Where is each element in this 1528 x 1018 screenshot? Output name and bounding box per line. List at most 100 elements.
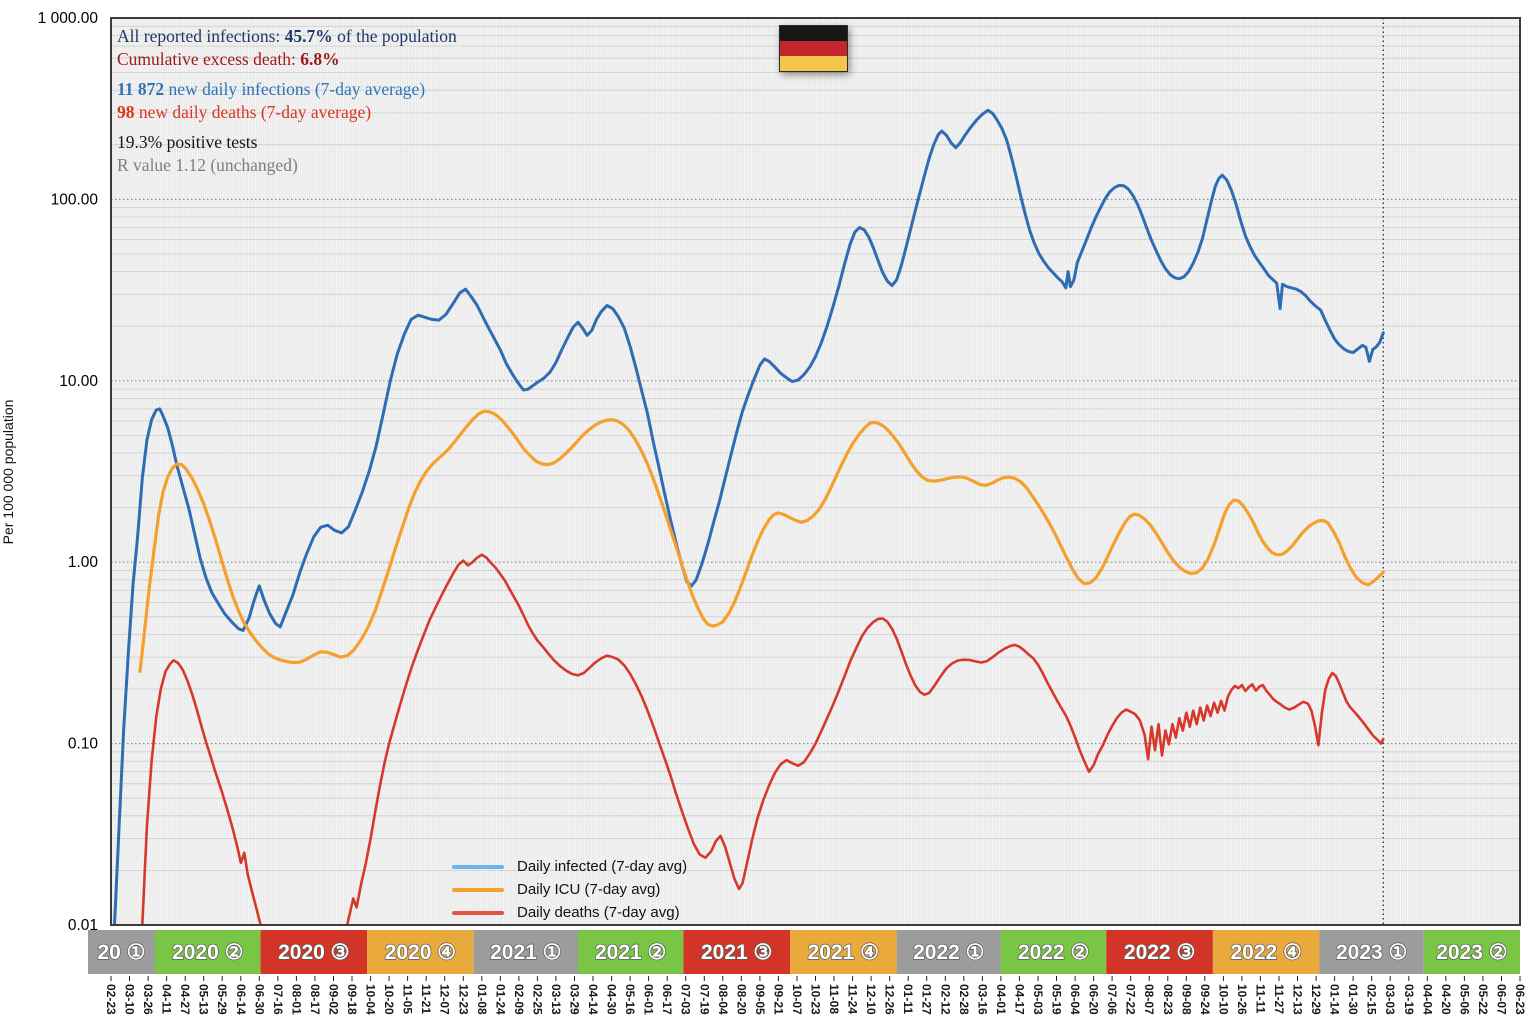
x-tick-label: 05-16 xyxy=(623,984,637,1015)
quarter-band-label: 20 ① xyxy=(97,941,145,964)
quarter-band-label: 2020 ③ xyxy=(278,941,349,964)
x-tick-label: 12-26 xyxy=(883,984,897,1015)
x-tick-label: 12-10 xyxy=(864,984,878,1015)
x-tick-label: 02-15 xyxy=(1365,984,1379,1015)
quarter-band xyxy=(1106,930,1213,974)
x-tick-label: 02-09 xyxy=(512,984,526,1015)
x-tick-label: 08-23 xyxy=(1161,984,1175,1015)
quarter-band xyxy=(1423,930,1520,974)
series-daily-deaths xyxy=(141,553,1385,925)
x-tick-label: 12-23 xyxy=(456,984,470,1015)
legend-item-infected: Daily infected (7-day avg) xyxy=(452,855,687,878)
x-tick-label: 09-18 xyxy=(345,984,359,1015)
quarter-band xyxy=(260,930,368,974)
quarter-band-label: 2023 ② xyxy=(1436,941,1507,964)
x-tick-label: 02-28 xyxy=(957,984,971,1015)
x-tick-label: 03-13 xyxy=(549,984,563,1015)
quarter-band xyxy=(367,930,474,974)
legend-swatch-deaths xyxy=(452,910,504,915)
x-tick-label: 04-17 xyxy=(1012,984,1026,1015)
x-tick-label: 06-20 xyxy=(1087,984,1101,1015)
x-tick-label: 10-20 xyxy=(382,984,396,1015)
legend-swatch-infected xyxy=(452,864,504,869)
stat-daily-deaths-suffix: new daily deaths (7-day average) xyxy=(134,102,372,122)
stat-total-infections-prefix: All reported infections: xyxy=(117,26,285,46)
y-tick-label: 1.00 xyxy=(68,554,99,571)
x-tick-label: 03-26 xyxy=(141,984,155,1015)
x-tick-label: 02-23 xyxy=(104,984,118,1015)
quarter-band xyxy=(896,930,1001,974)
quarter-band xyxy=(473,930,578,974)
series-daily-infected xyxy=(113,108,1385,925)
quarter-band-label: 2020 ② xyxy=(172,941,243,964)
plot-border xyxy=(110,17,1521,926)
x-tick-label: 07-22 xyxy=(1124,984,1138,1015)
y-tick-label: 10.00 xyxy=(59,373,98,390)
x-tick-label: 07-19 xyxy=(697,984,711,1015)
x-tick-label: 01-30 xyxy=(1346,984,1360,1015)
x-tick-label: 08-01 xyxy=(289,984,303,1015)
x-tick-label: 03-19 xyxy=(1402,984,1416,1015)
stat-total-infections: All reported infections: 45.7% of the po… xyxy=(117,25,457,48)
x-tick-label: 09-05 xyxy=(753,984,767,1015)
quarter-band xyxy=(1212,930,1320,974)
x-tick-label: 04-30 xyxy=(605,984,619,1015)
y-tick-label: 1 000.00 xyxy=(38,10,99,27)
x-tick-label: 04-04 xyxy=(1420,984,1434,1015)
y-axis-title: Per 100 000 population xyxy=(0,400,16,545)
quarter-band-label: 2023 ① xyxy=(1336,941,1407,964)
x-tick-label: 06-14 xyxy=(234,984,248,1015)
x-tick-label: 10-07 xyxy=(790,984,804,1015)
x-tick-label: 06-23 xyxy=(1513,984,1527,1015)
legend-label-infected: Daily infected (7-day avg) xyxy=(517,858,688,875)
stat-positive-tests: 19.3% positive tests xyxy=(117,132,258,152)
y-tick-label: 0.01 xyxy=(68,917,98,934)
legend: Daily infected (7-day avg) Daily ICU (7-… xyxy=(452,855,687,924)
x-tick-label: 05-03 xyxy=(1031,984,1045,1015)
x-tick-label: 02-25 xyxy=(530,984,544,1015)
legend-swatch-icu xyxy=(452,887,504,892)
x-tick-label: 12-29 xyxy=(1309,984,1323,1015)
x-tick-label: 09-24 xyxy=(1198,984,1212,1015)
x-tick-label: 11-24 xyxy=(846,984,860,1014)
quarter-band-label: 2021 ① xyxy=(490,941,561,964)
x-tick-label: 01-14 xyxy=(1328,984,1342,1015)
spacer xyxy=(117,71,457,78)
x-tick-label: 05-19 xyxy=(1050,984,1064,1015)
quarter-band-label: 2021 ② xyxy=(595,941,666,964)
quarter-band xyxy=(1000,930,1107,974)
legend-item-deaths: Daily deaths (7-day avg) xyxy=(452,901,687,924)
stat-excess-death-value: 6.8% xyxy=(300,49,340,69)
quarter-band xyxy=(683,930,790,974)
stat-total-infections-suffix: of the population xyxy=(332,26,457,46)
x-tick-label: 09-02 xyxy=(327,984,341,1015)
stat-excess-death: Cumulative excess death: 6.8% xyxy=(117,48,457,71)
x-tick-label: 05-22 xyxy=(1476,984,1490,1015)
x-tick-label: 10-10 xyxy=(1216,984,1230,1015)
x-tick-label: 10-26 xyxy=(1235,984,1249,1015)
x-tick-label: 08-07 xyxy=(1142,984,1156,1015)
x-tick-label: 11-11 xyxy=(1253,984,1267,1014)
flag-stripe-black xyxy=(780,26,847,41)
y-axis-labels: 1 000.00 100.00 10.00 1.00 0.10 0.01 xyxy=(38,10,99,934)
x-tick-label: 01-08 xyxy=(475,984,489,1015)
x-tick-label: 04-14 xyxy=(586,984,600,1015)
x-tick-label: 01-11 xyxy=(901,984,915,1014)
germany-flag-icon xyxy=(779,25,848,72)
x-tick-label: 06-01 xyxy=(642,984,656,1015)
x-tick-label: 10-23 xyxy=(809,984,823,1015)
x-tick-label: 08-17 xyxy=(308,984,322,1015)
spacer xyxy=(117,124,457,131)
x-tick-label: 05-29 xyxy=(215,984,229,1015)
flag-stripe-gold xyxy=(780,56,847,71)
x-tick-label: 03-10 xyxy=(123,984,137,1015)
x-tick-label: 05-13 xyxy=(197,984,211,1015)
x-tick-label: 07-03 xyxy=(679,984,693,1015)
series-daily-icu xyxy=(138,409,1385,673)
quarter-bands: 20 ① 2020 ② 2020 ③ 2020 ④ 2021 ① 2021 ② 2021 ③… xyxy=(88,930,1520,974)
x-tick-label: 08-04 xyxy=(716,984,730,1015)
quarter-band-label: 2022 ④ xyxy=(1231,941,1302,964)
legend-item-icu: Daily ICU (7-day avg) xyxy=(452,878,687,901)
quarter-band xyxy=(1319,930,1424,974)
